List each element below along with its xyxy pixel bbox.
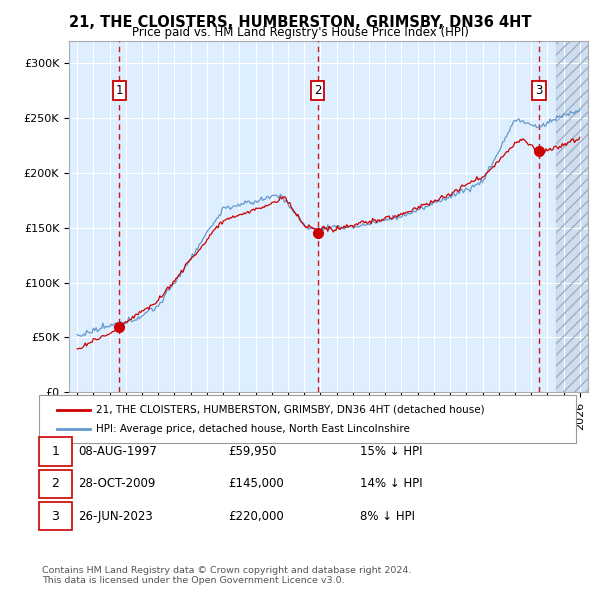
Text: £220,000: £220,000 <box>228 510 284 523</box>
Text: 14% ↓ HPI: 14% ↓ HPI <box>360 477 422 490</box>
Text: 3: 3 <box>52 510 59 523</box>
Text: 28-OCT-2009: 28-OCT-2009 <box>78 477 155 490</box>
Text: 2: 2 <box>52 477 59 490</box>
Text: £59,950: £59,950 <box>228 445 277 458</box>
Bar <box>556 41 588 392</box>
Text: 26-JUN-2023: 26-JUN-2023 <box>78 510 153 523</box>
Text: 8% ↓ HPI: 8% ↓ HPI <box>360 510 415 523</box>
Text: Contains HM Land Registry data © Crown copyright and database right 2024.: Contains HM Land Registry data © Crown c… <box>42 566 412 575</box>
Text: 1: 1 <box>52 445 59 458</box>
Text: HPI: Average price, detached house, North East Lincolnshire: HPI: Average price, detached house, Nort… <box>96 424 410 434</box>
Text: This data is licensed under the Open Government Licence v3.0.: This data is licensed under the Open Gov… <box>42 576 344 585</box>
Text: £145,000: £145,000 <box>228 477 284 490</box>
Text: 2: 2 <box>314 84 322 97</box>
Bar <box>556 41 588 392</box>
Text: 3: 3 <box>535 84 543 97</box>
Text: 1: 1 <box>116 84 123 97</box>
Text: 21, THE CLOISTERS, HUMBERSTON, GRIMSBY, DN36 4HT: 21, THE CLOISTERS, HUMBERSTON, GRIMSBY, … <box>69 15 531 30</box>
Text: 21, THE CLOISTERS, HUMBERSTON, GRIMSBY, DN36 4HT (detached house): 21, THE CLOISTERS, HUMBERSTON, GRIMSBY, … <box>96 405 485 415</box>
Text: Price paid vs. HM Land Registry's House Price Index (HPI): Price paid vs. HM Land Registry's House … <box>131 26 469 39</box>
Text: 15% ↓ HPI: 15% ↓ HPI <box>360 445 422 458</box>
Text: 08-AUG-1997: 08-AUG-1997 <box>78 445 157 458</box>
